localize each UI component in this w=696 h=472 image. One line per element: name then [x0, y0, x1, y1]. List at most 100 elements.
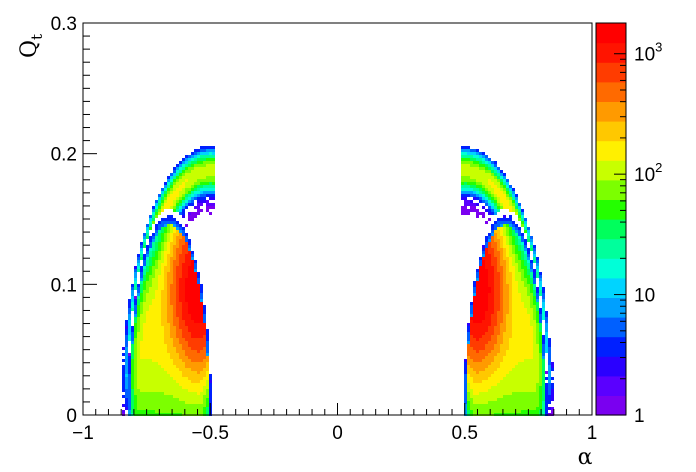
heat-cell: [200, 161, 203, 164]
heat-cell: [539, 335, 542, 338]
heat-cell: [197, 395, 200, 398]
heat-cell: [512, 341, 515, 344]
heat-cell: [542, 401, 545, 404]
heat-cell: [212, 149, 215, 152]
heat-cell: [470, 362, 473, 365]
heat-cell: [140, 371, 143, 374]
heat-cell: [488, 263, 491, 266]
heat-cell: [179, 344, 182, 347]
heat-cell: [167, 338, 170, 341]
heat-cell: [485, 410, 488, 413]
heat-cell: [521, 398, 524, 401]
heat-cell: [485, 404, 488, 407]
heat-cell: [521, 245, 524, 248]
heat-cell: [479, 185, 482, 188]
heat-cell: [539, 359, 542, 362]
heat-cell: [152, 245, 155, 248]
heat-cell: [482, 260, 485, 263]
heat-cell: [185, 401, 188, 404]
heat-cell: [161, 236, 164, 239]
heat-cell: [473, 170, 476, 173]
heat-cell: [140, 248, 143, 251]
heat-cell: [161, 263, 164, 266]
heat-cell: [191, 374, 194, 377]
heat-cell: [206, 332, 209, 335]
heat-cell: [176, 308, 179, 311]
heat-cell: [482, 359, 485, 362]
heat-cell: [179, 377, 182, 380]
heat-cell: [155, 410, 158, 413]
heat-cell: [167, 227, 170, 230]
heat-cell: [176, 239, 179, 242]
heat-cell: [524, 374, 527, 377]
heat-cell: [206, 176, 209, 179]
heat-cell: [176, 365, 179, 368]
heat-cell: [188, 389, 191, 392]
heat-cell: [170, 383, 173, 386]
heat-cell: [500, 383, 503, 386]
heat-cell: [473, 347, 476, 350]
heat-cell: [191, 266, 194, 269]
heat-cell: [164, 326, 167, 329]
heat-cell: [479, 353, 482, 356]
heat-cell: [131, 365, 134, 368]
heat-cell: [467, 179, 470, 182]
heat-cell: [122, 353, 125, 356]
heat-cell: [539, 404, 542, 407]
heat-cell: [518, 254, 521, 257]
heat-cell: [137, 377, 140, 380]
heat-cell: [143, 275, 146, 278]
heat-cell: [473, 377, 476, 380]
heat-cell: [185, 260, 188, 263]
heat-cell: [461, 185, 464, 188]
heat-cell: [188, 362, 191, 365]
heat-cell: [125, 392, 128, 395]
heat-cell: [146, 347, 149, 350]
heat-cell: [155, 311, 158, 314]
heat-cell: [194, 380, 197, 383]
heat-cell: [497, 275, 500, 278]
heat-cell: [476, 407, 479, 410]
heat-cell: [131, 305, 134, 308]
heat-cell: [494, 185, 497, 188]
heat-cell: [473, 326, 476, 329]
heat-cell: [182, 380, 185, 383]
heat-cell: [503, 296, 506, 299]
heat-cell: [140, 350, 143, 353]
heat-cell: [503, 185, 506, 188]
heat-cell: [509, 329, 512, 332]
heat-cell: [479, 167, 482, 170]
heat-cell: [521, 383, 524, 386]
heat-cell: [473, 311, 476, 314]
heat-cell: [503, 404, 506, 407]
heat-cell: [206, 347, 209, 350]
heat-cell: [491, 206, 494, 209]
heat-cell: [500, 284, 503, 287]
heat-cell: [521, 239, 524, 242]
heat-cell: [137, 263, 140, 266]
heat-cell: [188, 266, 191, 269]
heat-cell: [185, 176, 188, 179]
heat-cell: [143, 233, 146, 236]
heat-cell: [200, 152, 203, 155]
heat-cell: [134, 356, 137, 359]
heat-cell: [476, 338, 479, 341]
heat-cell: [515, 248, 518, 251]
heat-cell: [521, 299, 524, 302]
heat-cell: [152, 395, 155, 398]
heat-cell: [158, 386, 161, 389]
heat-cell: [482, 194, 485, 197]
heat-cell: [473, 188, 476, 191]
heat-cell: [182, 212, 185, 215]
heat-cell: [185, 296, 188, 299]
heat-cell: [539, 377, 542, 380]
heat-cell: [494, 260, 497, 263]
heat-cell: [149, 362, 152, 365]
color-palette: [595, 22, 627, 416]
heat-cell: [173, 221, 176, 224]
heat-cell: [476, 368, 479, 371]
heat-cell: [173, 287, 176, 290]
heat-cell: [146, 353, 149, 356]
heat-cell: [182, 410, 185, 413]
heat-cell: [182, 236, 185, 239]
